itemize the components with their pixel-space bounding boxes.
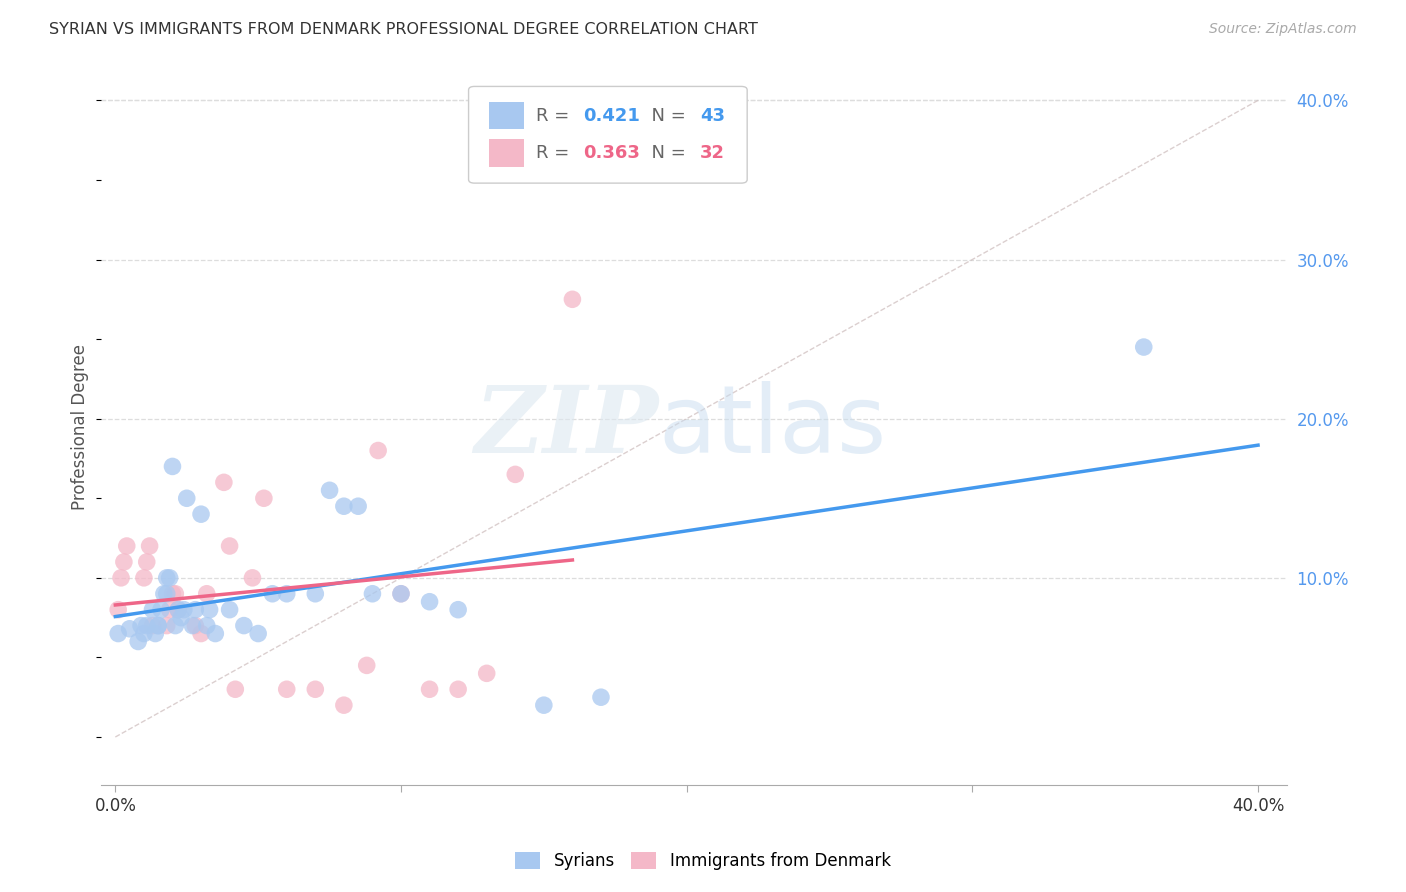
- Point: [167, 602, 190, 616]
- Point: [162, 587, 184, 601]
- Point: [247, 626, 270, 640]
- Point: [356, 658, 378, 673]
- Text: 0.421: 0.421: [583, 107, 641, 125]
- Point: [165, 587, 187, 601]
- Text: SYRIAN VS IMMIGRANTS FROM DENMARK PROFESSIONAL DEGREE CORRELATION CHART: SYRIAN VS IMMIGRANTS FROM DENMARK PROFES…: [49, 22, 758, 37]
- Y-axis label: Professional Degree: Professional Degree: [72, 343, 89, 509]
- Point: [389, 587, 412, 601]
- Point: [276, 587, 298, 601]
- Point: [389, 587, 412, 601]
- Point: [361, 587, 384, 601]
- Point: [190, 626, 212, 640]
- Point: [195, 618, 218, 632]
- Point: [224, 682, 246, 697]
- Point: [159, 571, 181, 585]
- Point: [190, 507, 212, 521]
- Point: [132, 571, 155, 585]
- Legend: Syrians, Immigrants from Denmark: Syrians, Immigrants from Denmark: [509, 845, 897, 877]
- Point: [115, 539, 138, 553]
- Text: atlas: atlas: [658, 381, 887, 473]
- Point: [276, 682, 298, 697]
- Text: N =: N =: [641, 144, 692, 162]
- Point: [447, 602, 470, 616]
- Point: [148, 618, 170, 632]
- Point: [118, 622, 141, 636]
- Text: R =: R =: [536, 107, 575, 125]
- Point: [156, 587, 179, 601]
- Point: [107, 626, 129, 640]
- Point: [167, 602, 190, 616]
- Point: [503, 467, 526, 482]
- Point: [475, 666, 498, 681]
- Point: [561, 293, 583, 307]
- Point: [242, 571, 264, 585]
- Point: [589, 690, 612, 705]
- Text: 0.363: 0.363: [583, 144, 641, 162]
- Point: [110, 571, 132, 585]
- Point: [156, 571, 179, 585]
- Point: [184, 602, 207, 616]
- Point: [153, 587, 176, 601]
- Point: [262, 587, 284, 601]
- Point: [347, 500, 370, 514]
- Point: [333, 500, 356, 514]
- Point: [143, 626, 166, 640]
- Text: 43: 43: [700, 107, 724, 125]
- Point: [162, 459, 184, 474]
- Text: 32: 32: [700, 144, 724, 162]
- Point: [304, 682, 326, 697]
- Text: N =: N =: [641, 107, 692, 125]
- Point: [419, 682, 441, 697]
- Text: R =: R =: [536, 144, 575, 162]
- Point: [367, 443, 389, 458]
- Point: [141, 602, 163, 616]
- Point: [173, 602, 195, 616]
- Point: [218, 602, 240, 616]
- Point: [218, 539, 240, 553]
- Point: [176, 491, 198, 506]
- Point: [129, 618, 152, 632]
- Point: [333, 698, 356, 713]
- Point: [112, 555, 135, 569]
- Point: [135, 555, 157, 569]
- Point: [159, 602, 181, 616]
- Point: [132, 626, 155, 640]
- Point: [156, 618, 179, 632]
- Point: [533, 698, 555, 713]
- Point: [138, 539, 160, 553]
- Point: [181, 618, 204, 632]
- Point: [127, 634, 149, 648]
- Point: [419, 595, 441, 609]
- Point: [165, 618, 187, 632]
- Text: Source: ZipAtlas.com: Source: ZipAtlas.com: [1209, 22, 1357, 37]
- Point: [184, 618, 207, 632]
- Point: [1132, 340, 1154, 354]
- Point: [232, 618, 254, 632]
- Bar: [489, 103, 524, 129]
- FancyBboxPatch shape: [468, 87, 747, 183]
- Point: [107, 602, 129, 616]
- Point: [141, 618, 163, 632]
- Point: [304, 587, 326, 601]
- Bar: [489, 139, 524, 167]
- Point: [150, 602, 173, 616]
- Point: [318, 483, 340, 498]
- Point: [253, 491, 276, 506]
- Point: [447, 682, 470, 697]
- Point: [148, 618, 170, 632]
- Point: [135, 618, 157, 632]
- Point: [195, 587, 218, 601]
- Point: [170, 610, 193, 624]
- Text: ZIP: ZIP: [474, 382, 658, 472]
- Point: [212, 475, 235, 490]
- Point: [198, 602, 221, 616]
- Point: [204, 626, 226, 640]
